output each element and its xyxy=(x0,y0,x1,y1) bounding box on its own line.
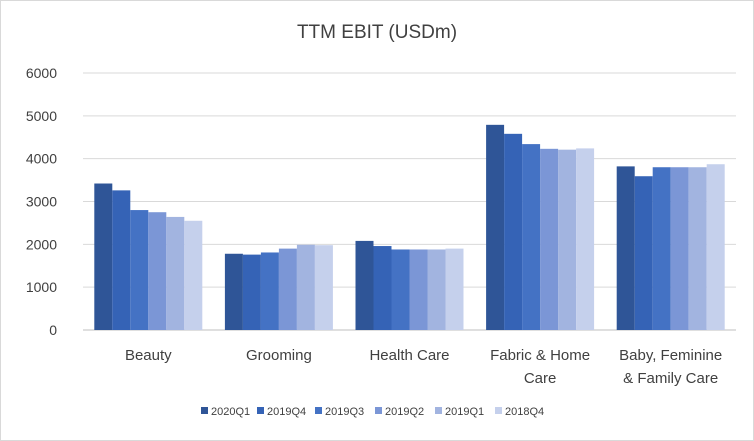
bar xyxy=(260,252,279,330)
bar xyxy=(652,167,671,330)
legend-label: 2019Q4 xyxy=(267,406,306,418)
bar xyxy=(634,176,653,330)
bars xyxy=(94,124,725,330)
bar xyxy=(504,133,523,330)
x-axis-categories: Beauty Grooming Health Care Fabric & Home Ca… xyxy=(125,347,722,387)
bar xyxy=(391,249,410,330)
x-category-label: Baby, Feminine & Family Care xyxy=(619,347,722,387)
bar xyxy=(242,254,261,330)
bar xyxy=(278,248,297,330)
bar xyxy=(522,144,541,330)
bar xyxy=(670,167,689,330)
legend-label: 2020Q1 xyxy=(211,406,250,418)
y-tick-label: 5000 xyxy=(26,108,57,124)
legend-swatch xyxy=(435,407,442,414)
y-tick-label: 2000 xyxy=(26,236,57,252)
bar xyxy=(296,244,315,330)
y-axis-ticks: 0 1000 2000 3000 4000 5000 6000 xyxy=(26,65,57,338)
bar xyxy=(688,167,707,330)
legend: 2020Q1 2019Q4 2019Q3 2019Q2 2019Q1 2018Q4 xyxy=(201,406,544,418)
bar xyxy=(166,216,185,330)
legend-label: 2018Q4 xyxy=(505,406,544,418)
bar xyxy=(706,164,725,330)
bar xyxy=(576,148,595,330)
bar xyxy=(355,240,374,330)
legend-swatch xyxy=(315,407,322,414)
legend-swatch xyxy=(495,407,502,414)
bar xyxy=(148,212,167,330)
x-category-label: Health Care xyxy=(369,347,449,364)
bar xyxy=(130,210,149,330)
bar xyxy=(224,253,243,330)
bar xyxy=(486,124,505,330)
y-tick-label: 1000 xyxy=(26,279,57,295)
legend-swatch xyxy=(201,407,208,414)
x-category-label: Grooming xyxy=(246,347,312,364)
bar xyxy=(94,183,113,330)
bar xyxy=(373,246,392,330)
bar xyxy=(427,249,446,330)
bar xyxy=(540,148,559,330)
legend-label: 2019Q2 xyxy=(385,406,424,418)
bar xyxy=(314,245,333,330)
bar xyxy=(112,190,131,330)
bar xyxy=(616,166,635,330)
legend-label: 2019Q1 xyxy=(445,406,484,418)
y-tick-label: 3000 xyxy=(26,194,57,210)
legend-swatch xyxy=(257,407,264,414)
chart-title: TTM EBIT (USDm) xyxy=(297,22,457,43)
legend-swatch xyxy=(375,407,382,414)
bar xyxy=(409,249,428,330)
bar xyxy=(445,248,464,330)
bar xyxy=(558,149,577,330)
bar xyxy=(184,220,203,330)
y-tick-label: 0 xyxy=(49,322,57,338)
x-category-label: Fabric & Home Care xyxy=(490,347,590,387)
y-tick-label: 6000 xyxy=(26,65,57,81)
legend-label: 2019Q3 xyxy=(325,406,364,418)
x-category-label: Beauty xyxy=(125,347,172,364)
y-tick-label: 4000 xyxy=(26,151,57,167)
